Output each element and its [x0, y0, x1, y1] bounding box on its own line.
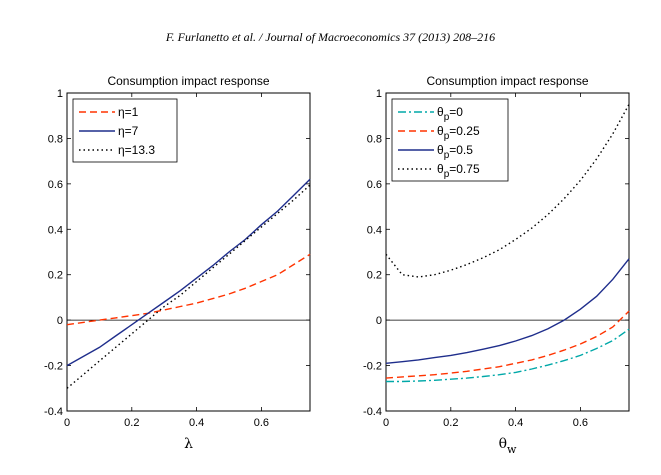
chart-2: Consumption impact response -0.4 -0.2 0 0.2 0… — [363, 74, 630, 456]
chart-title: Consumption impact response — [107, 74, 269, 88]
chart-title: Consumption impact response — [426, 74, 588, 88]
x-tick-label: 0.6 — [254, 417, 269, 429]
y-tick-label: 1 — [57, 88, 63, 100]
x-tick-label: 0.2 — [443, 417, 458, 429]
legend-label: θp=0.25 — [437, 124, 480, 142]
x-axis-label: λ — [184, 436, 193, 452]
x-tick-label: 0 — [64, 417, 70, 429]
journal-citation: F. Furlanetto et al. / Journal of Macroe… — [165, 30, 496, 44]
x-tick-label: 0.2 — [124, 417, 139, 429]
x-tick-label: 0.4 — [189, 417, 204, 429]
y-tick-label: -0.2 — [363, 361, 382, 373]
y-tick-label: 0.2 — [367, 270, 382, 282]
legend-label: η=7 — [118, 124, 139, 138]
y-tick-label: 0.6 — [367, 179, 382, 191]
y-tick-label: 0.8 — [367, 133, 382, 145]
legend-label: η=13.3 — [118, 143, 155, 157]
y-tick-label: 0 — [376, 315, 382, 327]
x-tick-label: 0.4 — [508, 417, 523, 429]
y-tick-label: 0.2 — [48, 270, 63, 282]
series-line-3 — [66, 184, 311, 389]
series-line-2 — [385, 310, 630, 379]
legend-label: θp=0 — [437, 105, 463, 123]
y-tick-label: 0 — [57, 315, 63, 327]
legend: η=1 η=7 η=13.3 — [72, 98, 178, 163]
y-tick-label: -0.4 — [363, 406, 382, 418]
series-line-3 — [385, 258, 630, 364]
legend-label: η=1 — [118, 105, 139, 119]
series-line-1 — [66, 253, 311, 326]
x-tick-label: 0 — [383, 417, 389, 429]
y-tick-label: -0.4 — [44, 406, 63, 418]
series-line-2 — [66, 178, 311, 367]
x-axis-label: θw — [499, 436, 517, 456]
legend-label: θp=0.75 — [437, 162, 480, 180]
y-tick-label: 0.4 — [367, 224, 382, 236]
y-tick-label: 0.6 — [48, 179, 63, 191]
legend-label: θp=0.5 — [437, 143, 473, 161]
y-tick-label: 0.8 — [48, 133, 63, 145]
series-line-4 — [385, 104, 630, 278]
series-line-1 — [386, 328, 630, 383]
chart-1: Consumption impact response -0.4 -0.2 0 0.2 0… — [44, 74, 311, 452]
y-tick-label: 0.4 — [48, 224, 63, 236]
plot-frame — [66, 92, 311, 412]
legend-box — [391, 98, 509, 182]
y-tick-label: 1 — [376, 88, 382, 100]
plot-frame — [385, 92, 630, 412]
y-tick-label: -0.2 — [44, 361, 63, 373]
x-tick-label: 0.6 — [573, 417, 588, 429]
